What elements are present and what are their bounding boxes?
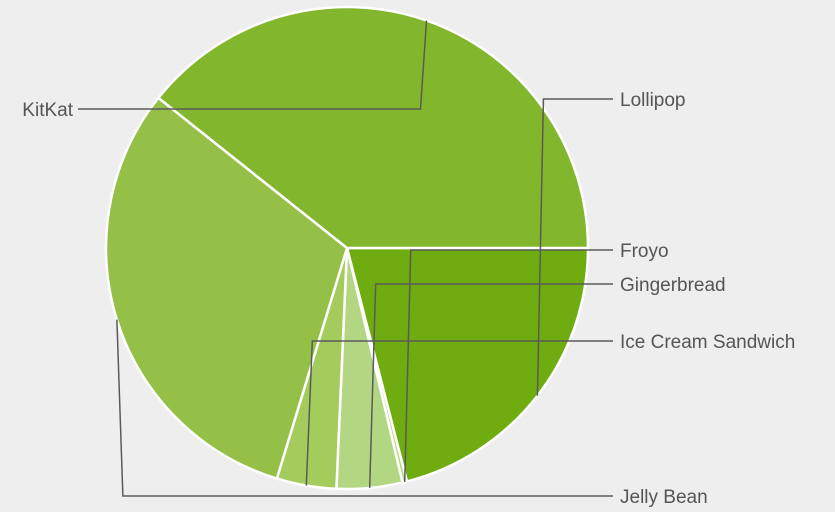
slice-label-kitkat: KitKat — [22, 100, 73, 121]
pie-labels: Lollipop Froyo Gingerbread Ice Cream Sandwi… — [22, 90, 795, 508]
slice-label-ice-cream-sandwich: Ice Cream Sandwich — [620, 332, 795, 353]
slice-label-froyo: Froyo — [620, 241, 669, 262]
leader-line-kitkat — [78, 20, 428, 110]
leader-line-gingerbread — [368, 283, 613, 488]
slice-label-lollipop: Lollipop — [620, 90, 686, 111]
leader-line-ice-cream-sandwich — [305, 340, 613, 486]
pie-leader-lines — [78, 20, 613, 497]
slice-label-gingerbread: Gingerbread — [620, 275, 726, 296]
leader-line-lollipop — [536, 98, 613, 396]
leader-line-jelly-bean — [116, 319, 613, 497]
pie-slices — [104, 5, 590, 491]
slice-label-jelly-bean: Jelly Bean — [620, 487, 708, 508]
pie-slice-jelly-bean[interactable] — [104, 96, 349, 480]
leader-line-froyo — [403, 249, 613, 483]
